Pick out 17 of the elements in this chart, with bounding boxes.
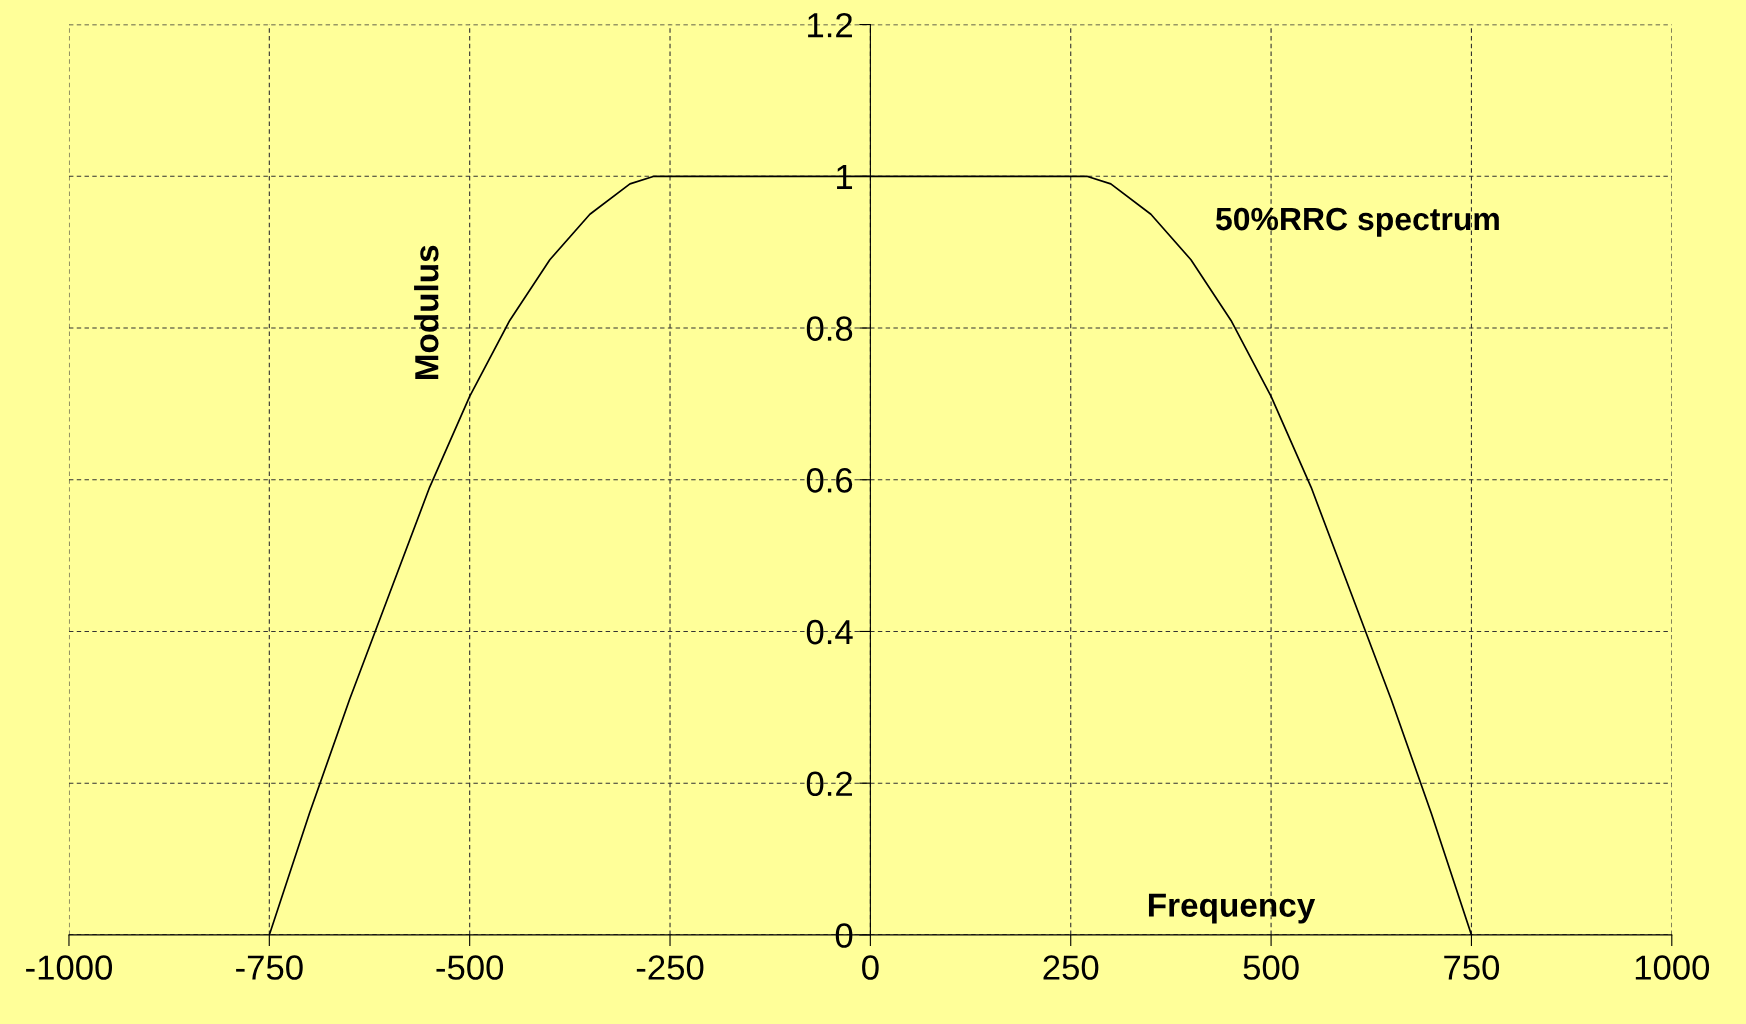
x-tick-label: 750 xyxy=(1444,955,1500,980)
x-tick-label: -1000 xyxy=(26,955,113,980)
x-axis-title: Frequency xyxy=(1148,893,1316,924)
x-tick-label: 0 xyxy=(862,955,879,980)
x-tick-label: 250 xyxy=(1043,955,1099,980)
series-label: 50%RRC spectrum xyxy=(1215,207,1499,237)
x-tick-label: 500 xyxy=(1243,955,1299,980)
x-tick-label: -500 xyxy=(436,955,504,980)
y-axis-title: Modulus xyxy=(414,245,439,380)
y-tick-label: 0.4 xyxy=(806,619,853,645)
y-tick-label: 0.8 xyxy=(806,316,853,341)
y-tick-label: 0.6 xyxy=(806,468,853,493)
x-tick-label: -750 xyxy=(236,955,303,980)
y-tick-label: 0.2 xyxy=(806,771,852,797)
x-tick-label: 1000 xyxy=(1635,955,1710,980)
y-tick-label: 1.2 xyxy=(808,12,852,38)
x-tick-label: -250 xyxy=(636,955,704,980)
